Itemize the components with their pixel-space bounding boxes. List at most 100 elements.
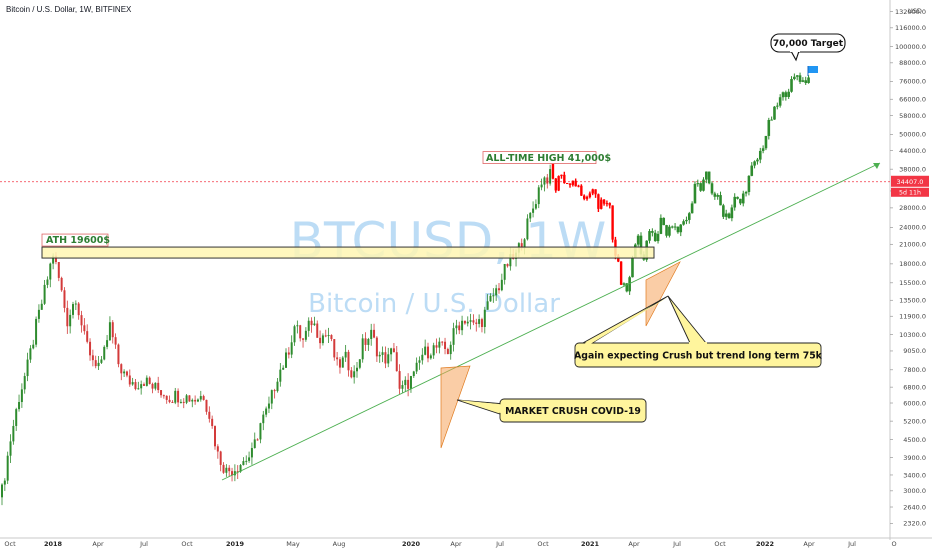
candle-body xyxy=(480,319,483,327)
candle-body xyxy=(3,480,6,485)
projection-candle xyxy=(693,183,697,204)
candle-body xyxy=(461,320,464,331)
projection-candle xyxy=(679,224,683,233)
projection-candle xyxy=(668,226,671,236)
candle-body xyxy=(333,339,336,358)
projection-candle xyxy=(611,205,614,240)
projection-candle xyxy=(690,203,694,214)
candle-body xyxy=(66,307,69,327)
candle-body xyxy=(330,335,333,340)
callout-text: MARKET CRUSH COVID-19 xyxy=(505,406,641,417)
candle-body xyxy=(185,395,188,403)
covid-callout[interactable]: MARKET CRUSH COVID-19 xyxy=(456,398,647,423)
candle-body xyxy=(26,359,29,377)
candle-body xyxy=(313,323,316,326)
candle-body xyxy=(194,399,197,402)
y-tick-label: 18000.0 xyxy=(899,260,926,268)
y-tick-label: 9050.0 xyxy=(903,347,926,355)
candle-body xyxy=(253,439,256,449)
projection-candle xyxy=(747,175,751,193)
projection-candle xyxy=(676,226,680,233)
ath-band xyxy=(41,246,655,259)
candle-body xyxy=(498,288,500,291)
projection-candle xyxy=(622,283,626,285)
candle-body xyxy=(60,277,63,291)
x-tick-label: Apr xyxy=(450,540,462,548)
candle-body xyxy=(270,390,273,404)
candle-body xyxy=(341,357,344,368)
candle-body xyxy=(248,457,251,461)
y-tick-label: 58000.0 xyxy=(899,112,926,120)
candle-body xyxy=(392,348,395,353)
candle-body xyxy=(509,254,512,267)
projection-candle xyxy=(705,171,708,180)
x-tick-label: 2018 xyxy=(44,540,63,548)
callout-pointer xyxy=(667,295,707,344)
y-tick-label: 100000.0 xyxy=(895,43,926,51)
target-pointer xyxy=(790,50,800,62)
y-tick-label: 3400.0 xyxy=(903,471,926,479)
candle-body xyxy=(242,461,245,466)
target-bubble[interactable]: 70,000 Target xyxy=(770,33,846,62)
candle-body xyxy=(415,362,418,372)
y-tick-label: 38000.0 xyxy=(899,165,926,173)
current-price-tag: 34407.0 5d 11h xyxy=(891,175,929,197)
candle-body xyxy=(304,330,307,340)
candle-body xyxy=(188,395,191,402)
candle-body xyxy=(140,384,143,389)
candle-body xyxy=(364,338,367,345)
y-tick-label: 116000.0 xyxy=(895,24,926,32)
candle-body xyxy=(338,359,341,368)
projection-candle xyxy=(585,197,589,199)
price-tag-box xyxy=(891,175,929,187)
y-tick-label: 15500.0 xyxy=(899,279,926,287)
x-tick-label: May xyxy=(286,540,300,548)
projection-candle xyxy=(790,79,793,92)
candle-body xyxy=(49,263,52,280)
projection-candle xyxy=(770,119,773,121)
y-tick-label: 4500.0 xyxy=(903,436,926,444)
candle-body xyxy=(529,212,532,219)
projection-candle xyxy=(551,156,555,179)
candle-body xyxy=(262,414,265,424)
callout-text: Again expecting Crush but trend long ter… xyxy=(574,350,823,361)
candle-body xyxy=(452,328,455,345)
candle-body xyxy=(537,187,540,205)
y-tick-label: 6800.0 xyxy=(903,383,926,391)
x-tick-label: Jul xyxy=(672,540,681,548)
projection-candle xyxy=(793,76,796,80)
candle-body xyxy=(83,325,86,332)
candle-body xyxy=(94,360,97,367)
projection-candle xyxy=(776,105,779,107)
candle-body xyxy=(157,382,160,391)
projection-candle xyxy=(565,183,569,185)
candle-body xyxy=(475,322,478,324)
y-tick-label: 7800.0 xyxy=(903,366,926,374)
projection-candle xyxy=(739,198,742,204)
candle-body xyxy=(1,484,3,498)
y-tick-label: 2320.0 xyxy=(903,520,926,528)
candle-body xyxy=(134,382,137,390)
candle-body xyxy=(316,323,319,338)
projection-candle xyxy=(571,180,575,185)
projection-candle xyxy=(662,217,666,226)
projection-candle xyxy=(807,77,810,84)
candle-body xyxy=(526,218,529,240)
x-tick-label: Jul xyxy=(847,540,856,548)
covid-crash-wedge xyxy=(440,365,471,449)
y-tick-label: 3000.0 xyxy=(903,487,926,495)
candle-body xyxy=(429,355,432,359)
candle-body xyxy=(225,467,228,473)
candle-body xyxy=(143,384,145,386)
projection-candle xyxy=(756,159,759,162)
long-term-callout[interactable]: Again expecting Crush but trend long ter… xyxy=(574,295,823,368)
projection-candle xyxy=(631,257,634,278)
candle-body xyxy=(370,329,373,339)
projection-candle xyxy=(656,233,660,242)
projection-candle xyxy=(744,192,748,194)
candle-body xyxy=(549,169,552,184)
candle-body xyxy=(46,279,49,285)
projection-candle xyxy=(554,178,557,191)
candle-body xyxy=(427,346,429,359)
